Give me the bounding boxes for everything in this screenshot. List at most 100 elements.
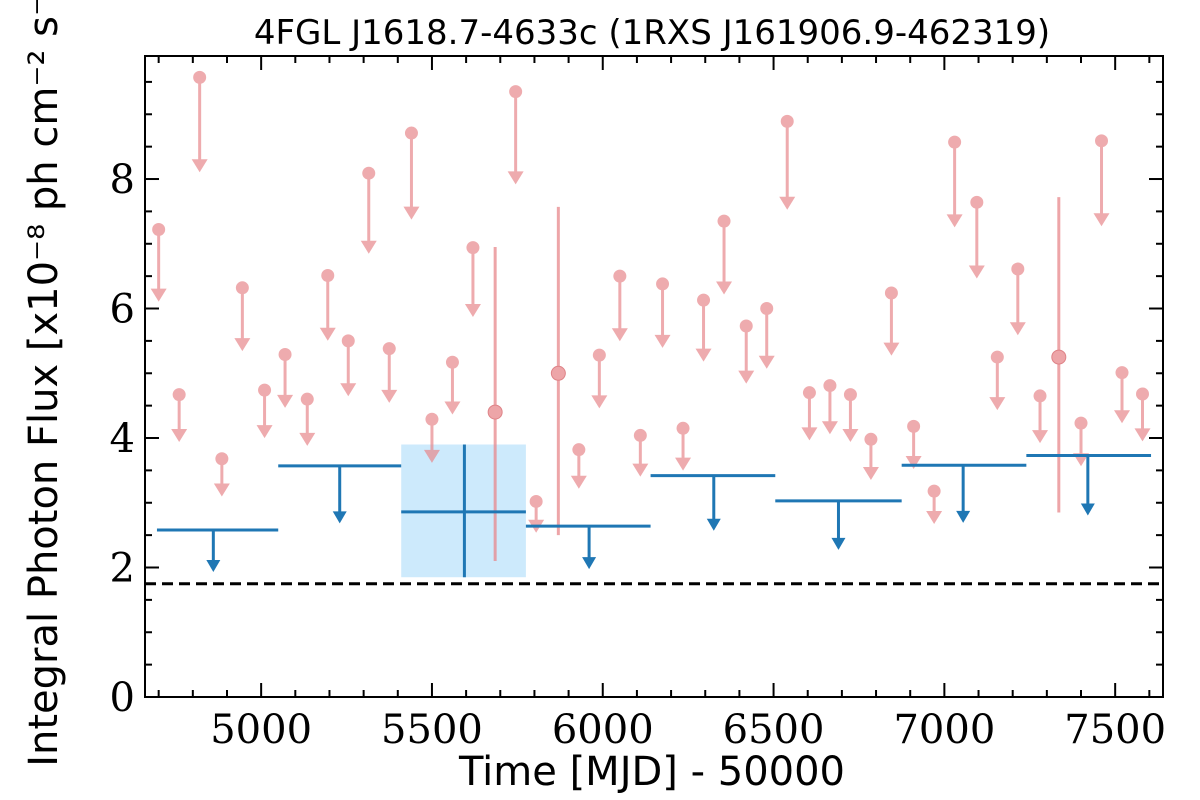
fine-upper-limit-15 — [464, 241, 481, 318]
fine-upper-limit-arrow — [150, 288, 167, 302]
fine-upper-limit-arrow — [905, 455, 922, 469]
fine-upper-limit-18 — [570, 443, 587, 489]
fine-upper-limit-arrow — [213, 483, 230, 497]
fine-upper-limit-19 — [591, 348, 608, 409]
coarse-upper-limit-arrow — [582, 557, 597, 570]
coarse-upper-limit-3 — [650, 474, 776, 531]
y-tick-label: 4 — [110, 416, 135, 462]
fine-upper-limit-10 — [360, 166, 377, 254]
coarse-upper-limit-0 — [156, 528, 279, 573]
fine-upper-limit-arrow — [675, 457, 692, 471]
fine-upper-limit-point — [780, 114, 794, 128]
fine-upper-limit-arrow — [1009, 322, 1026, 336]
coarse-upper-limit-arrow — [956, 510, 971, 523]
fine-upper-limit-0 — [150, 223, 167, 302]
fine-upper-limit-37 — [968, 195, 985, 279]
x-tick-label: 5500 — [381, 707, 483, 753]
x-tick-label: 7500 — [1064, 707, 1166, 753]
fine-upper-limit-5 — [256, 383, 273, 439]
fine-upper-limit-arrow — [842, 428, 859, 442]
fine-upper-limit-32 — [862, 432, 879, 480]
fine-upper-limit-point — [466, 241, 480, 255]
fine-upper-limit-arrow — [171, 428, 188, 442]
fine-upper-limit-9 — [340, 334, 357, 397]
fine-upper-limit-14 — [444, 355, 461, 415]
fine-upper-limit-arrow — [1093, 213, 1110, 227]
coarse-upper-limit-6 — [1026, 453, 1152, 516]
fine-upper-limit-point — [656, 277, 670, 291]
fine-upper-limit-arrow — [403, 206, 420, 220]
coarse-upper-limit-1 — [278, 464, 402, 524]
fine-upper-limit-arrow — [191, 159, 208, 173]
fine-upper-limit-28 — [779, 114, 796, 210]
fine-upper-limit-8 — [319, 268, 336, 341]
fine-upper-limit-point — [445, 355, 459, 369]
fine-upper-limit-arrow — [256, 425, 273, 439]
fine-upper-limit-arrow — [319, 327, 336, 341]
fine-upper-limit-point — [927, 484, 941, 498]
fine-upper-limit-point — [633, 428, 647, 442]
x-tick-label: 6000 — [552, 707, 654, 753]
fine-upper-limit-13 — [423, 412, 440, 463]
fine-upper-limit-point — [572, 443, 586, 457]
fine-upper-limit-6 — [277, 347, 294, 408]
fine-upper-limit-point — [341, 334, 355, 348]
fine-upper-limit-arrow — [277, 394, 294, 408]
fine-upper-limit-31 — [842, 388, 859, 442]
coarse-upper-limit-arrow — [206, 560, 221, 573]
fine-upper-limit-point — [970, 195, 984, 209]
fine-detection-2 — [1051, 197, 1067, 513]
fine-upper-limit-38 — [989, 350, 1006, 411]
coarse-upper-limit-arrow — [1080, 503, 1095, 516]
fine-upper-limit-24 — [695, 293, 712, 362]
fine-upper-limit-point — [321, 268, 335, 282]
plot-frame — [144, 55, 1164, 698]
fine-upper-limit-arrow — [716, 281, 733, 295]
fine-upper-limit-1 — [171, 388, 188, 442]
fine-upper-limit-4 — [234, 281, 251, 352]
coarse-upper-limit-2 — [525, 524, 651, 570]
fine-upper-limit-point — [802, 386, 816, 400]
fine-upper-limit-3 — [213, 452, 230, 497]
x-tick-label: 7000 — [893, 707, 995, 753]
fine-upper-limit-point — [172, 388, 186, 402]
y-axis-label: Integral Photon Flux [x10⁻⁸ ph cm⁻² s⁻¹] — [21, 0, 67, 767]
fine-upper-limit-20 — [611, 269, 628, 342]
fine-upper-limit-arrow — [340, 383, 357, 397]
fine-upper-limit-22 — [654, 277, 671, 348]
fine-upper-limit-21 — [632, 428, 649, 477]
fine-upper-limit-arrow — [968, 265, 985, 279]
fine-upper-limit-point — [1033, 389, 1047, 403]
fine-upper-limit-43 — [1114, 366, 1131, 424]
fine-upper-limit-arrow — [507, 171, 524, 185]
fine-detection-point — [1051, 349, 1067, 365]
fine-upper-limit-arrow — [779, 196, 796, 210]
fine-upper-limit-arrow — [381, 389, 398, 403]
fine-upper-limit-arrow — [299, 432, 316, 446]
fine-upper-limit-26 — [738, 319, 755, 384]
plot-area — [145, 70, 1163, 586]
fine-upper-limit-33 — [883, 286, 900, 356]
fine-upper-limit-point — [1095, 134, 1109, 148]
fine-upper-limit-2 — [191, 70, 208, 173]
fine-upper-limit-35 — [926, 484, 943, 524]
fine-upper-limit-point — [884, 286, 898, 300]
plot-content — [145, 70, 1163, 586]
y-tick-label: 8 — [110, 157, 135, 203]
fine-upper-limit-arrow — [611, 328, 628, 342]
fine-upper-limit-arrow — [801, 427, 818, 441]
fine-upper-limit-point — [193, 70, 207, 84]
fine-upper-limit-point — [990, 350, 1004, 364]
fine-upper-limit-point — [823, 379, 837, 393]
coarse-upper-limit-arrow — [831, 537, 846, 550]
fine-upper-limit-point — [948, 135, 962, 149]
fine-upper-limit-point — [864, 432, 878, 446]
fine-detection-1 — [550, 206, 566, 536]
fine-upper-limit-point — [404, 126, 418, 140]
fine-upper-limit-44 — [1134, 387, 1151, 442]
y-tick-label: 0 — [110, 675, 135, 721]
fine-upper-limit-29 — [801, 386, 818, 441]
fine-upper-limit-arrow — [1032, 430, 1049, 444]
fine-upper-limit-7 — [299, 392, 316, 446]
fine-upper-limit-27 — [758, 302, 775, 369]
